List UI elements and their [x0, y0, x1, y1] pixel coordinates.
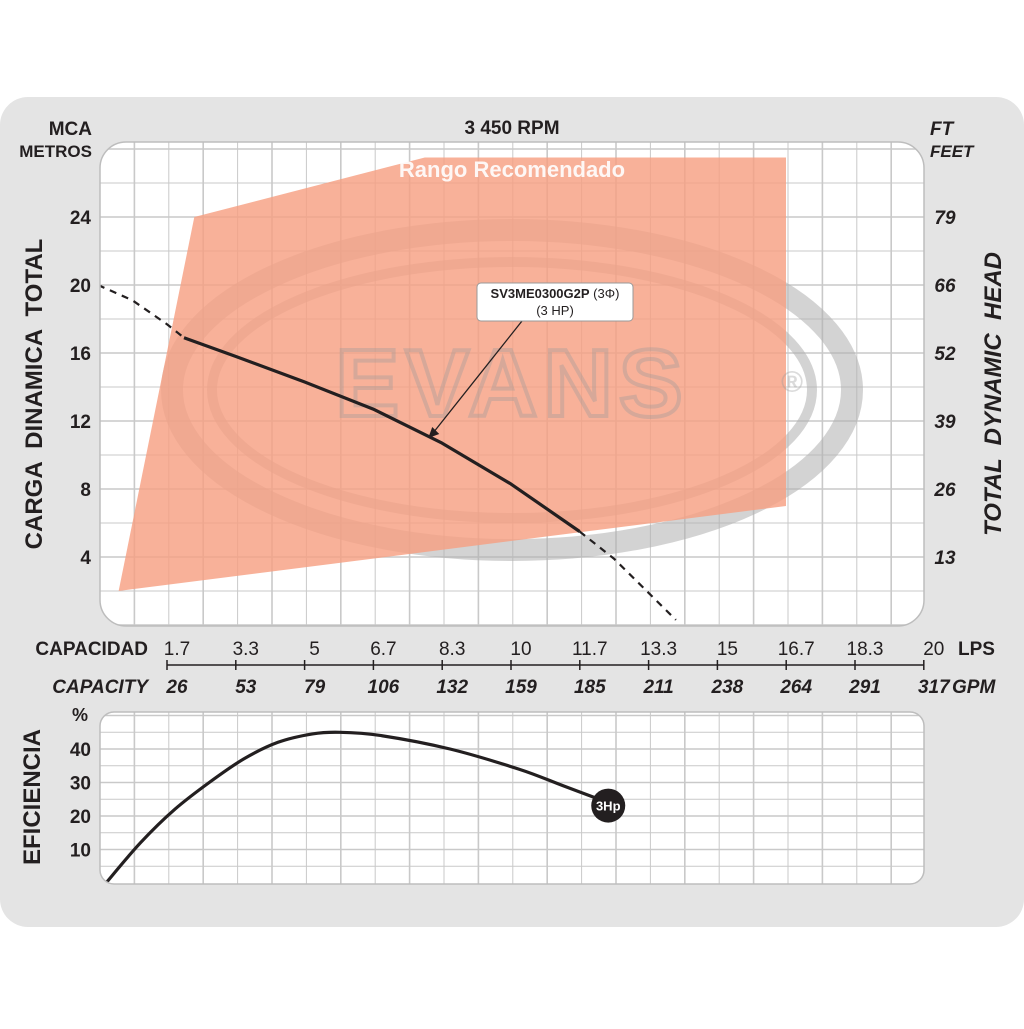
series-name: SV3ME0300G2P — [491, 286, 590, 301]
rpm-title: 3 450 RPM — [464, 118, 559, 139]
capacity-tick-label-gpm: 185 — [574, 677, 606, 698]
efficiency-grid — [100, 712, 924, 884]
capacity-tick-label-gpm: 53 — [235, 677, 257, 698]
capacity-tick-label-lps: 1.7 — [164, 639, 190, 660]
efficiency-tick-label: 40 — [70, 740, 91, 761]
right-unit-feet: FEET — [930, 142, 975, 161]
capacity-tick-label-lps: 3.3 — [233, 639, 259, 660]
evans-watermark-text: EVANS ® — [333, 328, 803, 439]
right-tick-label: 39 — [934, 412, 956, 433]
pump-curve-extended-low — [100, 283, 185, 339]
efficiency-plot-area — [100, 712, 924, 884]
capacity-tick-label-gpm: 317 — [918, 677, 951, 698]
head-plot: Rango Recomendado EVANS ® — [100, 142, 924, 626]
efficiency-tick-label: 20 — [70, 807, 91, 828]
capacity-tick-label-gpm: 238 — [711, 677, 744, 698]
capacity-tick-label-gpm: 159 — [505, 677, 537, 698]
capacity-tick-label-lps: 13.3 — [640, 639, 677, 660]
capacity-label-es: CAPACIDAD — [35, 639, 148, 660]
series-phase: (3Φ) — [590, 286, 620, 301]
capacity-tick-label-lps: 11.7 — [572, 639, 608, 660]
annotation-leader-line — [431, 320, 523, 435]
watermark-registered-mark: ® — [781, 366, 803, 399]
efficiency-plot — [100, 712, 924, 884]
right-tick-label: 66 — [934, 276, 956, 297]
left-tick-label: 12 — [70, 412, 91, 433]
pump-curve-recommended — [183, 336, 581, 533]
left-unit-mca: MCA — [49, 119, 93, 140]
capacity-tick-label-lps: 20 — [923, 639, 944, 660]
right-tick-label: 13 — [934, 548, 956, 569]
capacity-axis: CAPACIDAD LPS CAPACITY GPM 1.7 26 3.3 53 5 79… — [35, 639, 996, 698]
efficiency-tick-label: 30 — [70, 774, 91, 795]
capacity-tick-label-gpm: 264 — [779, 677, 812, 698]
capacity-tick-label-gpm: 106 — [368, 677, 400, 698]
head-plot-border — [99, 141, 925, 627]
efficiency-tick-label: 10 — [70, 841, 91, 862]
series-label: SV3ME0300G2P (3Φ) — [491, 286, 620, 301]
left-tick-label: 16 — [70, 344, 91, 365]
efficiency-series-label: 3Hp — [596, 799, 621, 814]
efficiency-plot-overlay: 3Hp 10 20 30 40 — [70, 740, 626, 862]
watermark-wordmark: EVANS — [335, 330, 689, 437]
efficiency-curve — [104, 730, 610, 884]
right-axis-title: TOTAL DYNAMIC HEAD — [980, 252, 1007, 536]
annotation-box — [476, 282, 634, 322]
recommended-range-area — [118, 157, 786, 591]
head-plot-overlay: SV3ME0300G2P (3Φ) (3 HP) 4 13 8 26 12 39 16 52 20 6… — [70, 208, 956, 569]
left-axis-title: CARGA DINAMICA TOTAL — [21, 239, 48, 550]
series-power: (3 HP) — [536, 303, 574, 318]
efficiency-plot-border — [99, 711, 925, 885]
capacity-unit-gpm: GPM — [952, 677, 996, 698]
capacity-unit-lps: LPS — [958, 639, 995, 660]
left-tick-label: 8 — [80, 480, 91, 501]
efficiency-axis-title: EFICIENCIA — [19, 729, 46, 865]
capacity-tick-label-lps: 6.7 — [370, 639, 396, 660]
right-tick-label: 79 — [934, 208, 956, 229]
capacity-tick-label-gpm: 26 — [165, 677, 188, 698]
capacity-tick-label-gpm: 79 — [304, 677, 326, 698]
left-unit-metros: METROS — [19, 142, 92, 161]
left-tick-label: 24 — [70, 208, 92, 229]
capacity-tick-label-lps: 5 — [309, 639, 320, 660]
capacity-tick-label-gpm: 211 — [642, 677, 673, 698]
efficiency-unit: % — [72, 705, 88, 725]
efficiency-series-marker — [591, 788, 626, 823]
capacity-tick-label-lps: 10 — [510, 639, 531, 660]
capacity-label-en: CAPACITY — [52, 677, 150, 698]
capacity-tick-label-gpm: 291 — [848, 677, 881, 698]
annotation-arrowhead — [428, 427, 440, 438]
left-tick-label: 4 — [80, 548, 91, 569]
capacity-tick-label-lps: 16.7 — [778, 639, 815, 660]
capacity-tick-label-lps: 18.3 — [847, 639, 884, 660]
right-unit-ft: FT — [930, 119, 955, 140]
right-tick-label: 26 — [933, 480, 956, 501]
capacity-tick-label-gpm: 132 — [436, 677, 468, 698]
left-tick-label: 20 — [70, 276, 91, 297]
right-tick-label: 52 — [934, 344, 956, 365]
capacity-tick-label-lps: 8.3 — [439, 639, 465, 660]
pump-curve-extended-high — [578, 530, 677, 621]
recommended-range-label: Rango Recomendado — [399, 157, 625, 182]
capacity-tick-label-lps: 15 — [717, 639, 738, 660]
